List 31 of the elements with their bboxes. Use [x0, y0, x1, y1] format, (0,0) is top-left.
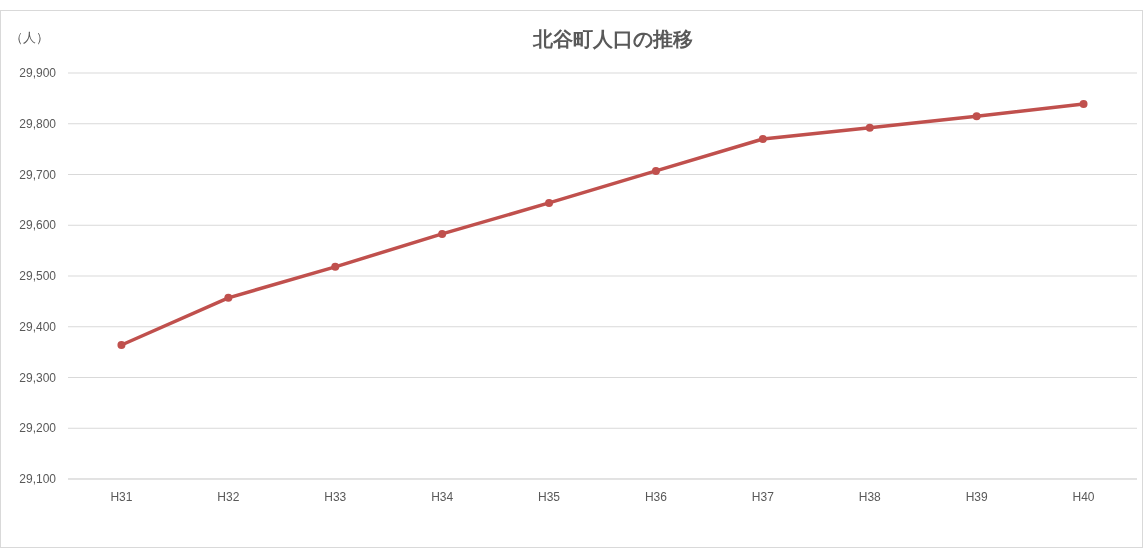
x-tick-label: H36 — [644, 490, 668, 504]
point — [331, 262, 340, 271]
point — [758, 134, 767, 143]
x-tick-label: H34 — [431, 490, 454, 504]
point — [545, 198, 554, 207]
y-tick-label: 29,100 — [19, 472, 57, 487]
x-tick-label: H31 — [110, 490, 133, 504]
point — [1079, 99, 1088, 108]
y-tick-label: 29,900 — [19, 66, 57, 81]
x-tick-label: H32 — [217, 490, 240, 504]
point — [117, 341, 126, 350]
x-tick-label: H35 — [538, 490, 561, 504]
point — [865, 123, 874, 132]
point — [438, 229, 447, 238]
y-tick-label: 29,600 — [19, 218, 57, 233]
y-tick-label: 29,700 — [19, 167, 57, 182]
x-tick-label: H39 — [965, 490, 988, 504]
y-tick-label: 29,200 — [19, 421, 57, 436]
y-tick-label: 29,400 — [19, 319, 57, 334]
point — [224, 293, 233, 302]
y-tick-label: 29,800 — [19, 116, 57, 131]
x-tick-label: H40 — [1072, 490, 1095, 504]
x-tick-label: H33 — [324, 490, 347, 504]
y-tick-label: 29,300 — [19, 370, 57, 385]
y-axis-title: （人） — [10, 30, 49, 45]
chart-title: 北谷町人口の推移 — [531, 28, 693, 50]
point — [972, 112, 981, 121]
x-tick-label: H38 — [858, 490, 882, 504]
point — [651, 166, 660, 175]
y-tick-label: 29,500 — [19, 269, 57, 284]
x-tick-label: H37 — [751, 490, 775, 504]
